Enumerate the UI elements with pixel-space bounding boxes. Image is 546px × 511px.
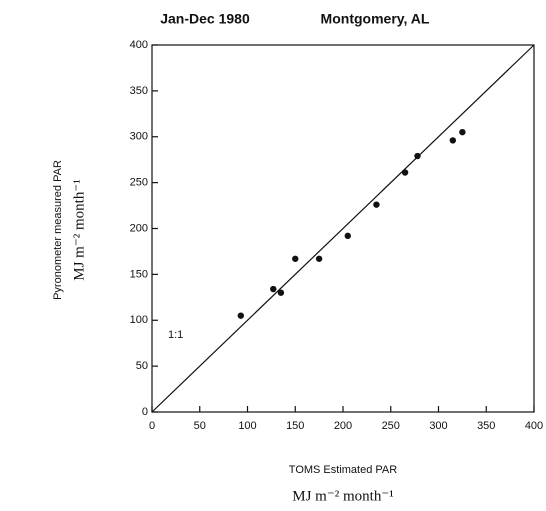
x-tick-label: 150 xyxy=(286,420,304,432)
x-tick-label: 0 xyxy=(149,420,155,432)
point xyxy=(344,232,351,240)
y-tick-label: 200 xyxy=(130,222,148,234)
chart-subtitle: Montgomery, AL xyxy=(321,11,430,27)
y-axis-label: Pyronometer measured PAR xyxy=(52,160,64,300)
x-tick-label: 100 xyxy=(238,420,256,432)
one-to-one-line xyxy=(151,44,535,413)
x-tick-label: 50 xyxy=(194,420,206,432)
y-tick-label: 0 xyxy=(142,406,148,418)
y-tick-label: 100 xyxy=(130,314,148,326)
x-tick-label: 200 xyxy=(334,420,352,432)
point xyxy=(414,152,421,160)
annotation: 1:1 xyxy=(168,329,183,341)
point xyxy=(373,201,380,208)
point xyxy=(401,169,409,176)
y-tick-label: 150 xyxy=(130,268,148,280)
x-tick-label: 350 xyxy=(477,420,495,432)
y-tick-label: 250 xyxy=(130,177,148,189)
point xyxy=(292,255,299,262)
x-axis-units: MJ m⁻² month⁻¹ xyxy=(292,488,394,504)
chart-title: Jan-Dec 1980 xyxy=(160,11,250,27)
point xyxy=(315,255,323,262)
x-tick-label: 400 xyxy=(525,420,543,432)
point xyxy=(270,285,277,293)
point xyxy=(459,128,466,136)
x-axis-label: TOMS Estimated PAR xyxy=(289,464,397,476)
y-tick-label: 300 xyxy=(130,131,148,143)
y-tick-label: 50 xyxy=(136,360,148,372)
y-tick-label: 350 xyxy=(130,85,148,97)
point xyxy=(277,289,285,296)
point xyxy=(449,137,457,144)
x-tick-label: 300 xyxy=(429,420,447,432)
point xyxy=(237,312,245,319)
x-tick-label: 250 xyxy=(382,420,400,432)
y-axis-units: MJ m⁻² month⁻¹ xyxy=(71,179,87,281)
y-tick-label: 400 xyxy=(130,39,148,51)
